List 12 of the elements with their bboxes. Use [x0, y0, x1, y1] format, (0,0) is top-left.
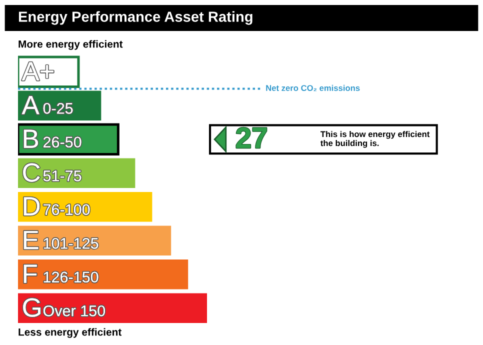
text: Less energy efficient [18, 328, 122, 338]
y-tick-label: GOver 150 [23, 298, 106, 317]
text: Net zero CO₂ emissions [266, 84, 360, 92]
text: This is how energy efficient the building is. [320, 130, 430, 148]
text: More energy efficient [18, 40, 123, 50]
y-tick-label: F 126-150 [24, 264, 98, 283]
chart-title: Energy Performance Asset Rating [18, 11, 252, 25]
y-tick-label: B 26-50 [24, 130, 82, 148]
y-tick-label: E 101-125 [24, 230, 98, 250]
text: 27 [236, 128, 267, 148]
y-tick-label: C51-75 [23, 163, 82, 182]
y-tick-label: A0-25 [22, 96, 73, 114]
